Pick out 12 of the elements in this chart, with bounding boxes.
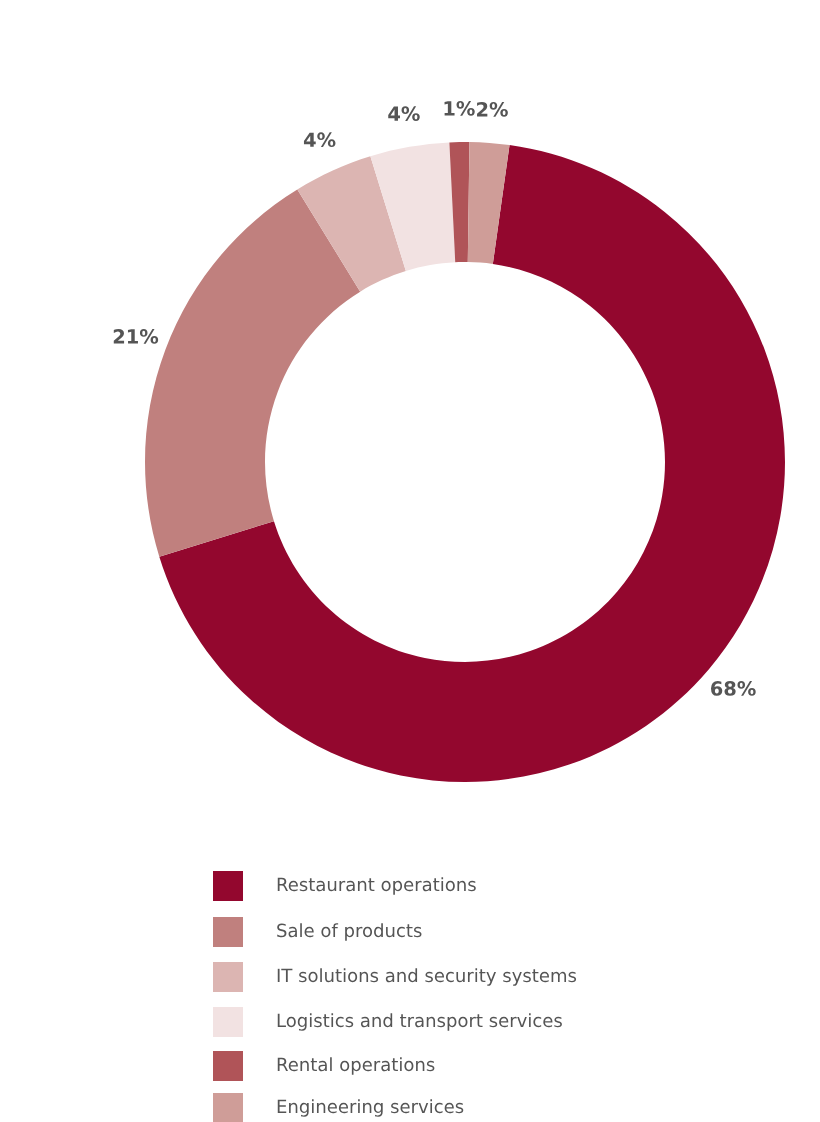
legend-label: Restaurant operations <box>277 877 476 895</box>
data-label: 2% <box>477 101 508 117</box>
legend-label: Rental operations <box>277 1057 435 1075</box>
legend-label: IT solutions and security systems <box>277 968 577 986</box>
data-label: 1% <box>444 100 475 116</box>
data-label: 4% <box>388 106 420 121</box>
legend-label: Engineering services <box>277 1099 464 1117</box>
legend-label: Sale of products <box>277 923 422 941</box>
data-label: 4% <box>303 132 336 148</box>
data-label: 68% <box>711 681 756 696</box>
legend-label: Logistics and transport services <box>277 1013 562 1031</box>
data-label: 21% <box>113 329 159 344</box>
